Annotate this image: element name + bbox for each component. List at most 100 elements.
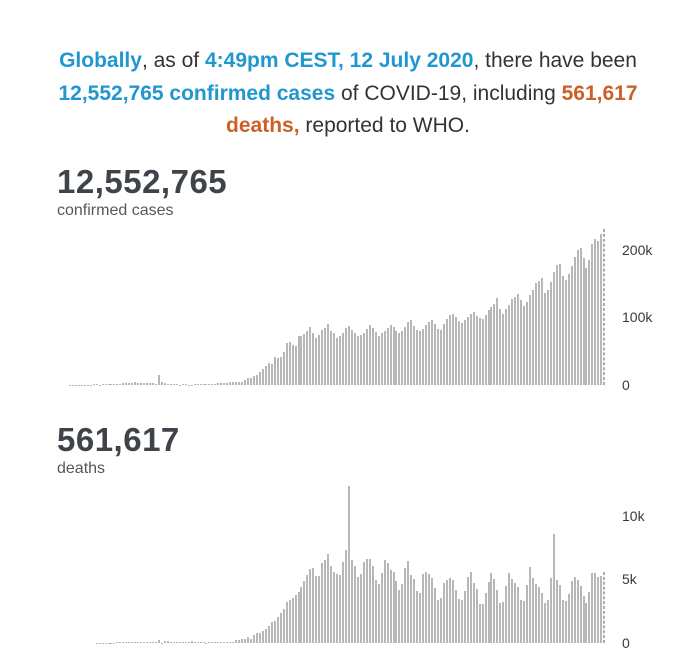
bar[interactable] — [128, 383, 131, 385]
bar[interactable] — [330, 330, 333, 385]
bar[interactable] — [567, 274, 570, 385]
bar[interactable] — [140, 642, 143, 643]
bar[interactable] — [514, 296, 517, 385]
bar[interactable] — [276, 617, 279, 643]
bar[interactable] — [526, 301, 529, 385]
bar[interactable] — [143, 382, 146, 385]
bar[interactable] — [555, 580, 558, 643]
bar[interactable] — [276, 358, 279, 385]
deaths-chart[interactable] — [60, 485, 608, 643]
bar[interactable] — [312, 567, 315, 643]
bar[interactable] — [211, 383, 214, 385]
bar[interactable] — [214, 383, 217, 385]
bar[interactable] — [365, 558, 368, 643]
bar[interactable] — [570, 265, 573, 385]
bar[interactable] — [502, 602, 505, 643]
bar[interactable] — [398, 332, 401, 385]
bar[interactable] — [226, 641, 229, 643]
bar[interactable] — [309, 326, 312, 385]
bar[interactable] — [448, 578, 451, 643]
bar[interactable] — [469, 314, 472, 385]
bar[interactable] — [339, 336, 342, 385]
bar[interactable] — [395, 331, 398, 385]
bar[interactable] — [537, 587, 540, 643]
bar[interactable] — [490, 573, 493, 643]
bar[interactable] — [368, 559, 371, 643]
bar[interactable] — [339, 575, 342, 643]
bar[interactable] — [425, 571, 428, 643]
bar[interactable] — [540, 592, 543, 643]
bar[interactable] — [131, 382, 134, 385]
bar[interactable] — [422, 573, 425, 643]
bar[interactable] — [416, 330, 419, 385]
bar[interactable] — [514, 583, 517, 643]
bar[interactable] — [540, 277, 543, 385]
bar[interactable] — [119, 642, 122, 643]
bar[interactable] — [353, 565, 356, 643]
bar[interactable] — [297, 591, 300, 643]
bar[interactable] — [398, 589, 401, 643]
bar[interactable] — [362, 332, 365, 385]
bar[interactable] — [546, 599, 549, 643]
bar[interactable] — [600, 233, 603, 385]
bar[interactable] — [309, 568, 312, 643]
bar[interactable] — [252, 375, 255, 385]
bar[interactable] — [172, 383, 175, 385]
bar[interactable] — [487, 310, 490, 385]
bar[interactable] — [410, 320, 413, 385]
bar[interactable] — [383, 559, 386, 643]
bar[interactable] — [208, 383, 211, 385]
bar[interactable] — [229, 382, 232, 385]
bar[interactable] — [457, 321, 460, 385]
bar[interactable] — [555, 265, 558, 385]
bar[interactable] — [371, 566, 374, 643]
bar[interactable] — [321, 329, 324, 385]
bar[interactable] — [146, 641, 149, 643]
bar[interactable] — [564, 279, 567, 385]
bar[interactable] — [558, 263, 561, 385]
bar[interactable] — [184, 384, 187, 385]
bar[interactable] — [324, 327, 327, 385]
bar[interactable] — [324, 560, 327, 643]
bar[interactable] — [463, 320, 466, 385]
bar[interactable] — [116, 383, 119, 385]
bar[interactable] — [285, 343, 288, 385]
bar[interactable] — [226, 382, 229, 385]
bar[interactable] — [481, 604, 484, 643]
bar[interactable] — [365, 328, 368, 385]
bar[interactable] — [267, 362, 270, 385]
bar[interactable] — [294, 595, 297, 643]
bar[interactable] — [422, 329, 425, 385]
bar[interactable] — [377, 336, 380, 385]
bar[interactable] — [166, 383, 169, 385]
bar[interactable] — [570, 581, 573, 643]
bar[interactable] — [199, 642, 202, 643]
bar[interactable] — [466, 576, 469, 643]
bar[interactable] — [526, 584, 529, 643]
bar[interactable] — [149, 641, 152, 643]
bar[interactable] — [431, 577, 434, 643]
bar[interactable] — [303, 580, 306, 643]
bar[interactable] — [223, 383, 226, 385]
bar[interactable] — [223, 642, 226, 643]
bar[interactable] — [294, 346, 297, 385]
bar[interactable] — [217, 642, 220, 643]
bar[interactable] — [232, 641, 235, 643]
bar[interactable] — [270, 622, 273, 643]
bar[interactable] — [419, 593, 422, 643]
bar[interactable] — [567, 593, 570, 643]
bar[interactable] — [472, 583, 475, 643]
bar[interactable] — [318, 576, 321, 643]
bar[interactable] — [315, 338, 318, 385]
bar[interactable] — [258, 633, 261, 643]
bar[interactable] — [152, 383, 155, 385]
bar[interactable] — [149, 382, 152, 385]
bar[interactable] — [493, 578, 496, 643]
bar[interactable] — [573, 257, 576, 385]
bar[interactable] — [371, 327, 374, 385]
bar[interactable] — [306, 575, 309, 643]
bar[interactable] — [582, 596, 585, 643]
bar[interactable] — [347, 325, 350, 385]
bar[interactable] — [380, 333, 383, 385]
bar[interactable] — [445, 319, 448, 385]
